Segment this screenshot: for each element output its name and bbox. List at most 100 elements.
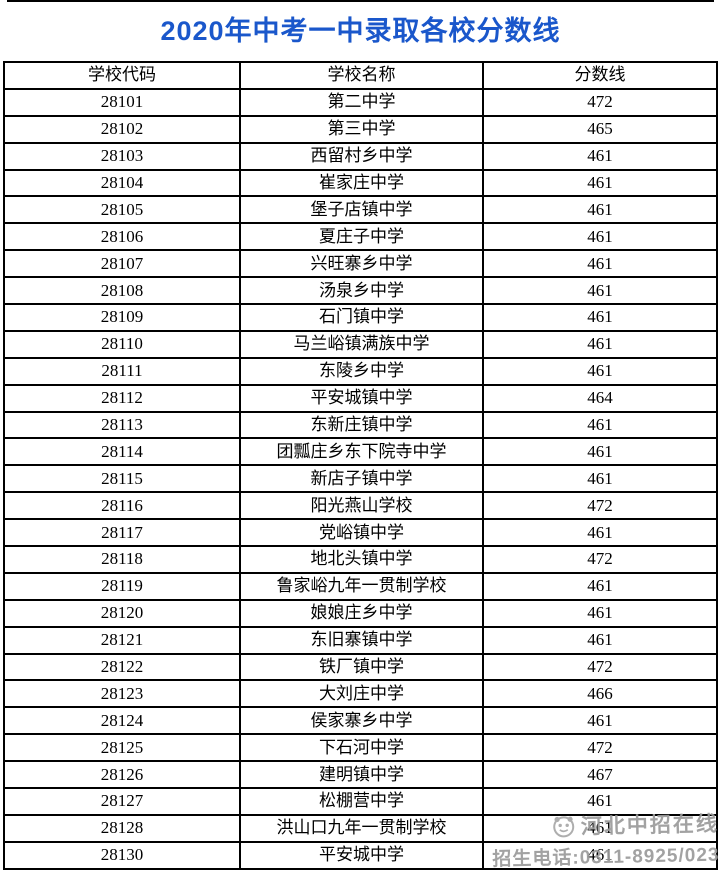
cell-score-line: 472 <box>482 491 718 521</box>
cell-school-code: 28124 <box>3 706 241 736</box>
cell-score-line: 461 <box>482 168 718 198</box>
cell-school-code: 28110 <box>3 329 241 359</box>
table-row: 28107 兴旺寨乡中学 461 <box>3 249 718 279</box>
cell-school-code: 28123 <box>3 679 241 709</box>
cell-school-code: 28112 <box>3 383 241 413</box>
cell-score-line: 461 <box>482 437 718 467</box>
cell-school-code: 28103 <box>3 141 241 171</box>
cell-school-code: 28104 <box>3 168 241 198</box>
table-row: 28112 平安城镇中学 464 <box>3 383 718 413</box>
cell-score-line: 461 <box>482 195 718 225</box>
cell-school-name: 第二中学 <box>239 87 484 117</box>
cell-school-code: 28116 <box>3 491 241 521</box>
page-title: 2020年中考一中录取各校分数线 <box>160 16 561 46</box>
cell-score-line: 472 <box>482 545 718 574</box>
table-row: 28114 团瓢庄乡东下院寺中学 461 <box>3 437 718 467</box>
header-score-line: 分数线 <box>482 61 718 90</box>
table-row: 28115 新店子镇中学 461 <box>3 464 718 494</box>
table-row: 28127 松棚营中学 461 <box>3 787 718 816</box>
cell-school-name: 地北头镇中学 <box>239 545 484 574</box>
table-header-row: 学校代码 学校名称 分数线 <box>3 61 718 90</box>
cell-school-code: 28113 <box>3 410 241 440</box>
table-row: 28103 西留村乡中学 461 <box>3 141 718 171</box>
cell-score-line: 461 <box>482 141 718 171</box>
table-row: 28111 东陵乡中学 461 <box>3 356 718 386</box>
cell-school-code: 28130 <box>3 840 241 870</box>
cell-score-line: 466 <box>482 679 718 709</box>
table-row: 28118 地北头镇中学 472 <box>3 545 718 574</box>
table-row: 28102 第三中学 465 <box>3 114 718 144</box>
cell-school-name: 汤泉乡中学 <box>239 276 484 306</box>
cell-school-name: 石门镇中学 <box>239 303 484 332</box>
cell-score-line: 472 <box>482 87 718 117</box>
cell-score-line: 467 <box>482 760 718 790</box>
cell-school-name: 西留村乡中学 <box>239 141 484 171</box>
cell-school-name: 建明镇中学 <box>239 760 484 790</box>
table-row: 28121 东旧寨镇中学 461 <box>3 625 718 655</box>
cell-score-line: 461 <box>482 464 718 494</box>
cell-score-line: 461 <box>482 787 718 816</box>
cell-school-name: 团瓢庄乡东下院寺中学 <box>239 437 484 467</box>
cell-school-code: 28122 <box>3 652 241 682</box>
cell-score-line: 461 <box>482 410 718 440</box>
cell-score-line: 461 <box>482 303 718 332</box>
cell-school-name: 堡子店镇中学 <box>239 195 484 225</box>
cell-school-name: 平安城镇中学 <box>239 383 484 413</box>
cell-school-code: 28121 <box>3 625 241 655</box>
cell-school-name: 鲁家峪九年一贯制学校 <box>239 571 484 601</box>
table-row: 28122 铁厂镇中学 472 <box>3 652 718 682</box>
cell-school-name: 大刘庄中学 <box>239 679 484 709</box>
cell-score-line: 461 <box>482 598 718 628</box>
table-row: 28113 东新庄镇中学 461 <box>3 410 718 440</box>
table-row: 28109 石门镇中学 461 <box>3 303 718 332</box>
cell-school-name: 东旧寨镇中学 <box>239 625 484 655</box>
cell-school-name: 铁厂镇中学 <box>239 652 484 682</box>
table-row: 28123 大刘庄中学 466 <box>3 679 718 709</box>
cell-score-line: 461 <box>482 706 718 736</box>
cell-school-name: 阳光燕山学校 <box>239 491 484 521</box>
header-school-name: 学校名称 <box>239 61 484 90</box>
cell-school-name: 第三中学 <box>239 114 484 144</box>
cell-school-code: 28105 <box>3 195 241 225</box>
cell-score-line: 461 <box>482 625 718 655</box>
cell-score-line: 464 <box>482 383 718 413</box>
cell-school-code: 28120 <box>3 598 241 628</box>
cell-school-name: 侯家寨乡中学 <box>239 706 484 736</box>
cell-school-code: 28114 <box>3 437 241 467</box>
cell-school-code: 28101 <box>3 87 241 117</box>
table-row: 28119 鲁家峪九年一贯制学校 461 <box>3 571 718 601</box>
cell-score-line: 461 <box>482 329 718 359</box>
cell-school-name: 党峪镇中学 <box>239 518 484 548</box>
table-row: 28116 阳光燕山学校 472 <box>3 491 718 521</box>
cell-school-name: 松棚营中学 <box>239 787 484 816</box>
table-row: 28120 娘娘庄乡中学 461 <box>3 598 718 628</box>
cell-school-name: 平安城中学 <box>239 840 484 870</box>
cell-score-line: 461 <box>482 840 718 870</box>
cell-school-code: 28117 <box>3 518 241 548</box>
cell-school-code: 28119 <box>3 571 241 601</box>
table-row: 28110 马兰峪镇满族中学 461 <box>3 329 718 359</box>
cell-score-line: 461 <box>482 356 718 386</box>
cell-score-line: 461 <box>482 249 718 279</box>
table-body: 28101 第二中学 472 28102 第三中学 465 28103 西留村乡… <box>3 87 718 870</box>
cell-score-line: 461 <box>482 276 718 306</box>
cell-score-line: 461 <box>482 222 718 252</box>
cell-school-name: 下石河中学 <box>239 733 484 763</box>
cell-score-line: 461 <box>482 571 718 601</box>
cell-school-code: 28106 <box>3 222 241 252</box>
cell-school-name: 马兰峪镇满族中学 <box>239 329 484 359</box>
cell-school-name: 洪山口九年一贯制学校 <box>239 813 484 843</box>
cell-score-line: 465 <box>482 114 718 144</box>
table-row: 28124 侯家寨乡中学 461 <box>3 706 718 736</box>
cell-school-name: 崔家庄中学 <box>239 168 484 198</box>
table-row: 28126 建明镇中学 467 <box>3 760 718 790</box>
top-border-line <box>7 0 714 2</box>
cell-score-line: 472 <box>482 652 718 682</box>
cell-school-code: 28111 <box>3 356 241 386</box>
cell-score-line: 472 <box>482 733 718 763</box>
cell-school-code: 28107 <box>3 249 241 279</box>
cell-school-code: 28128 <box>3 813 241 843</box>
table-row: 28106 夏庄子中学 461 <box>3 222 718 252</box>
cell-school-code: 28125 <box>3 733 241 763</box>
cell-school-name: 新店子镇中学 <box>239 464 484 494</box>
